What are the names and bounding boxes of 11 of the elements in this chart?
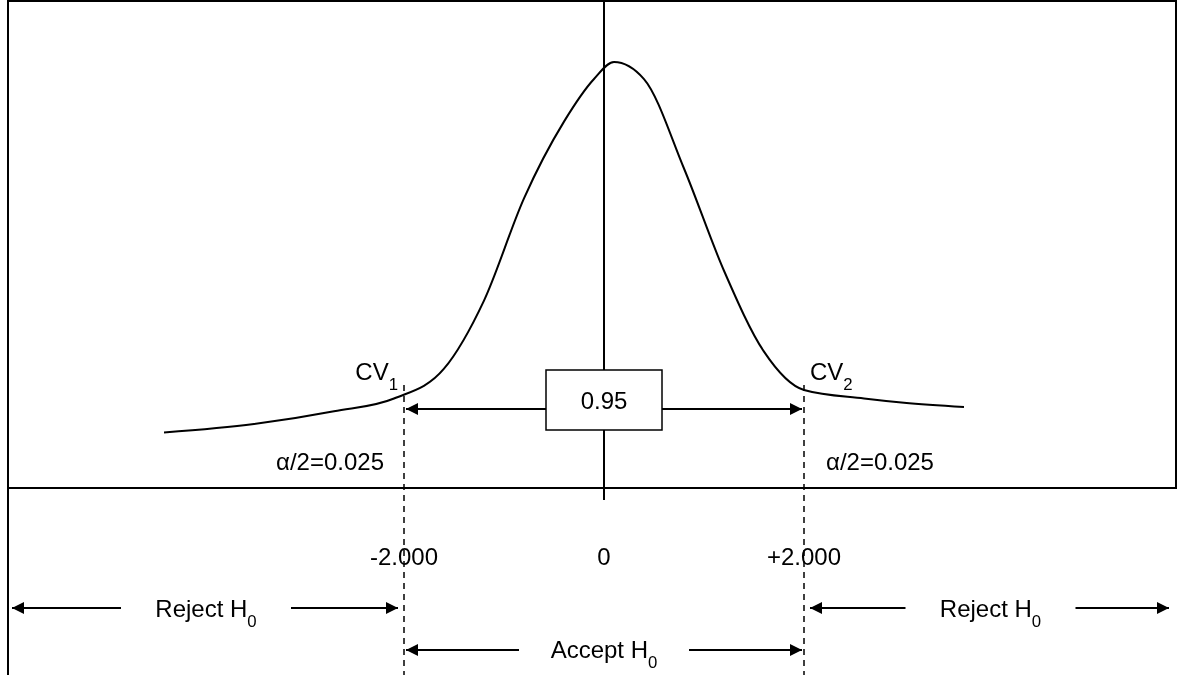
annotation: α/2=0.025 — [276, 448, 384, 475]
text: Accept H$_{0}$ — [550, 636, 658, 672]
x-tick-label: -2.000 — [369, 543, 439, 570]
ref-line-label: CV$_{1}$ — [355, 358, 398, 394]
annotation: 0.95 — [580, 387, 628, 414]
x-tick-label: 0 — [597, 543, 611, 570]
ref-line-label: CV$_{2}$ — [810, 358, 853, 394]
text: Reject H$_{0}$ — [155, 595, 257, 631]
annotation: α/2=0.025 — [826, 448, 934, 475]
text: Reject H$_{0}$ — [939, 595, 1042, 631]
x-tick-label: +2.000 — [766, 543, 842, 570]
